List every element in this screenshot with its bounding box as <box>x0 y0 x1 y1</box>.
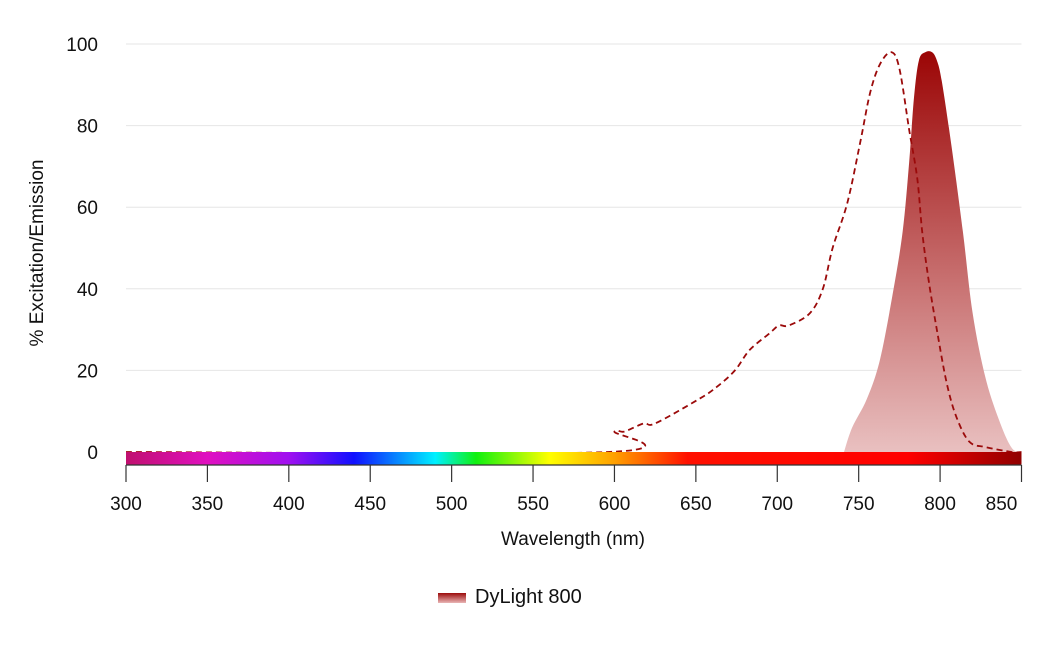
excitation-line <box>125 51 1022 455</box>
y-tick-label: 100 <box>66 35 98 56</box>
y-tick-label: 0 <box>87 443 98 464</box>
y-axis-label: % Excitation/Emission <box>27 160 48 347</box>
y-tick-label: 40 <box>77 280 98 301</box>
legend-swatch <box>438 592 466 603</box>
x-tick-label: 750 <box>843 494 875 515</box>
spectrum-color-bar <box>126 452 1022 465</box>
x-tick-label: 400 <box>273 494 305 515</box>
x-tick-label: 850 <box>986 494 1018 515</box>
x-tick-label: 300 <box>110 494 142 515</box>
gridlines <box>126 43 1022 371</box>
legend-label: DyLight 800 <box>475 586 582 608</box>
x-tick-label: 450 <box>354 494 386 515</box>
x-tick-label: 500 <box>436 494 468 515</box>
x-tick-label: 550 <box>517 494 549 515</box>
x-tick-label: 350 <box>192 494 224 515</box>
x-tick-label: 800 <box>924 494 956 515</box>
x-tick-label: 650 <box>680 494 712 515</box>
x-tick-label: 700 <box>761 494 793 515</box>
series-layer <box>125 51 1022 455</box>
x-axis-label: Wavelength (nm) <box>501 529 645 550</box>
x-tick-label: 600 <box>599 494 631 515</box>
x-axis: 300 350 400 450 500 550 600 650 700 750 800 850 <box>110 464 1023 515</box>
y-tick-labels: 0 20 40 60 80 100 <box>66 35 98 464</box>
y-tick-label: 20 <box>77 361 98 382</box>
y-tick-label: 80 <box>77 117 98 138</box>
emission-area <box>844 51 1020 452</box>
y-tick-label: 60 <box>77 198 98 219</box>
legend[interactable]: DyLight 800 <box>438 586 582 609</box>
